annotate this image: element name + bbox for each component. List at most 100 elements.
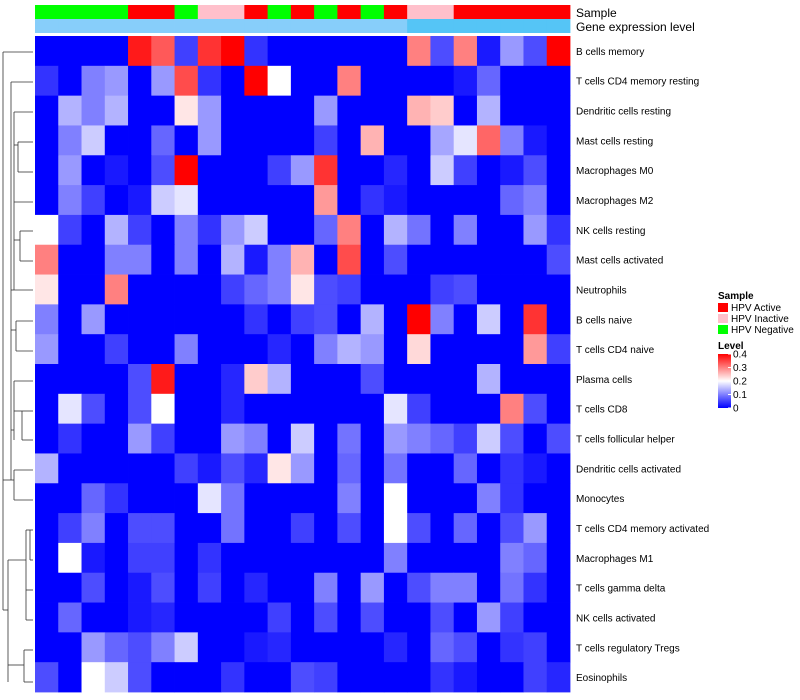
heatmap-cell	[476, 662, 501, 693]
heatmap-cell	[35, 155, 59, 186]
heatmap-cell	[546, 393, 571, 425]
sample-track-cell	[383, 5, 408, 19]
heatmap-cell	[500, 483, 524, 514]
heatmap-cell	[244, 36, 269, 67]
heatmap-cell	[383, 572, 408, 603]
heatmap-cell	[476, 185, 501, 216]
heatmap-cell	[267, 244, 292, 275]
heatmap-cell	[383, 423, 408, 454]
heatmap-cell	[128, 334, 152, 365]
heatmap-cell	[244, 65, 269, 97]
track-labels: Sample Gene expression level	[576, 6, 695, 34]
heatmap-cell	[174, 334, 199, 365]
heatmap-cell	[337, 244, 362, 275]
heatmap-cell	[35, 95, 59, 126]
sample-track-cell	[476, 5, 501, 19]
heatmap-cell	[221, 65, 245, 97]
heatmap-cell	[383, 483, 408, 514]
heatmap-cell	[174, 483, 199, 514]
heatmap-cell	[35, 304, 59, 335]
row-label: T cells CD4 naive	[576, 345, 655, 356]
heatmap-cell	[337, 513, 362, 544]
heatmap-cell	[523, 364, 548, 395]
annotation-tracks	[35, 5, 571, 33]
heatmap-cell	[500, 65, 524, 97]
heatmap-cell	[197, 334, 222, 365]
heatmap-cell	[221, 542, 245, 574]
heatmap-cell	[244, 214, 269, 246]
sample-track-cell	[546, 5, 571, 19]
heatmap-cell	[128, 572, 152, 603]
heatmap-cell	[383, 513, 408, 544]
heatmap-cell	[546, 542, 571, 574]
heatmap-cell	[267, 572, 292, 603]
heatmap-cell	[430, 95, 455, 126]
heatmap-cell	[104, 542, 129, 574]
heatmap-cell	[476, 453, 501, 484]
heatmap-cell	[314, 542, 338, 574]
heatmap-cell	[81, 274, 106, 305]
heatmap-cell	[197, 214, 222, 246]
row-label: T cells follicular helper	[576, 435, 675, 446]
heatmap-cell	[81, 334, 106, 365]
heatmap-cell	[104, 244, 129, 275]
heatmap-cell	[81, 95, 106, 126]
heatmap-cell	[314, 65, 338, 97]
heatmap-cell	[267, 602, 292, 633]
heatmap-cell	[430, 393, 455, 425]
heatmap-cell	[546, 364, 571, 395]
heatmap-cell	[197, 364, 222, 395]
expression-track-cell	[500, 19, 524, 33]
heatmap-cell	[407, 453, 431, 484]
heatmap-cell	[221, 572, 245, 603]
heatmap-cell	[360, 155, 385, 186]
heatmap-cell	[500, 662, 524, 693]
heatmap-cell	[476, 155, 501, 186]
heatmap-cell	[35, 364, 59, 395]
heatmap-cell	[546, 602, 571, 633]
heatmap-cell	[383, 36, 408, 67]
heatmap-cell	[221, 304, 245, 335]
heatmap-cell	[151, 513, 175, 544]
heatmap-cell	[58, 125, 82, 156]
heatmap-cell	[337, 423, 362, 454]
heatmap-cell	[244, 513, 269, 544]
heatmap-cell	[221, 393, 245, 425]
sample-track-cell	[290, 5, 315, 19]
heatmap-cell	[81, 602, 106, 633]
heatmap-cell	[104, 274, 129, 305]
heatmap-cell	[104, 632, 129, 663]
heatmap-cell	[500, 155, 524, 186]
heatmap-cells	[35, 36, 571, 693]
heatmap-cell	[221, 244, 245, 275]
heatmap-cell	[546, 304, 571, 335]
heatmap-cell	[314, 662, 338, 693]
sample-track-cell	[58, 5, 82, 19]
heatmap-cell	[221, 185, 245, 216]
heatmap-cell	[174, 662, 199, 693]
heatmap-cell	[81, 214, 106, 246]
heatmap-cell	[453, 95, 478, 126]
heatmap-cell	[314, 125, 338, 156]
heatmap-cell	[58, 542, 82, 574]
heatmap-cell	[128, 662, 152, 693]
sample-track-cell	[81, 5, 106, 19]
heatmap-cell	[290, 95, 315, 126]
heatmap-cell	[453, 155, 478, 186]
heatmap-cell	[383, 453, 408, 484]
row-label: NK cells activated	[576, 613, 655, 624]
heatmap-cell	[407, 185, 431, 216]
heatmap-cell	[267, 274, 292, 305]
row-label: Macrophages M1	[576, 554, 654, 565]
heatmap-cell	[430, 513, 455, 544]
legend-level-title: Level	[718, 341, 744, 352]
heatmap-cell	[383, 244, 408, 275]
heatmap-cell	[128, 542, 152, 574]
heatmap-cell	[407, 423, 431, 454]
row-label: Mast cells resting	[576, 136, 653, 147]
heatmap-cell	[221, 155, 245, 186]
sample-track-cell	[360, 5, 385, 19]
heatmap-cell	[104, 95, 129, 126]
heatmap-cell	[58, 632, 82, 663]
legend-swatch	[718, 314, 728, 323]
